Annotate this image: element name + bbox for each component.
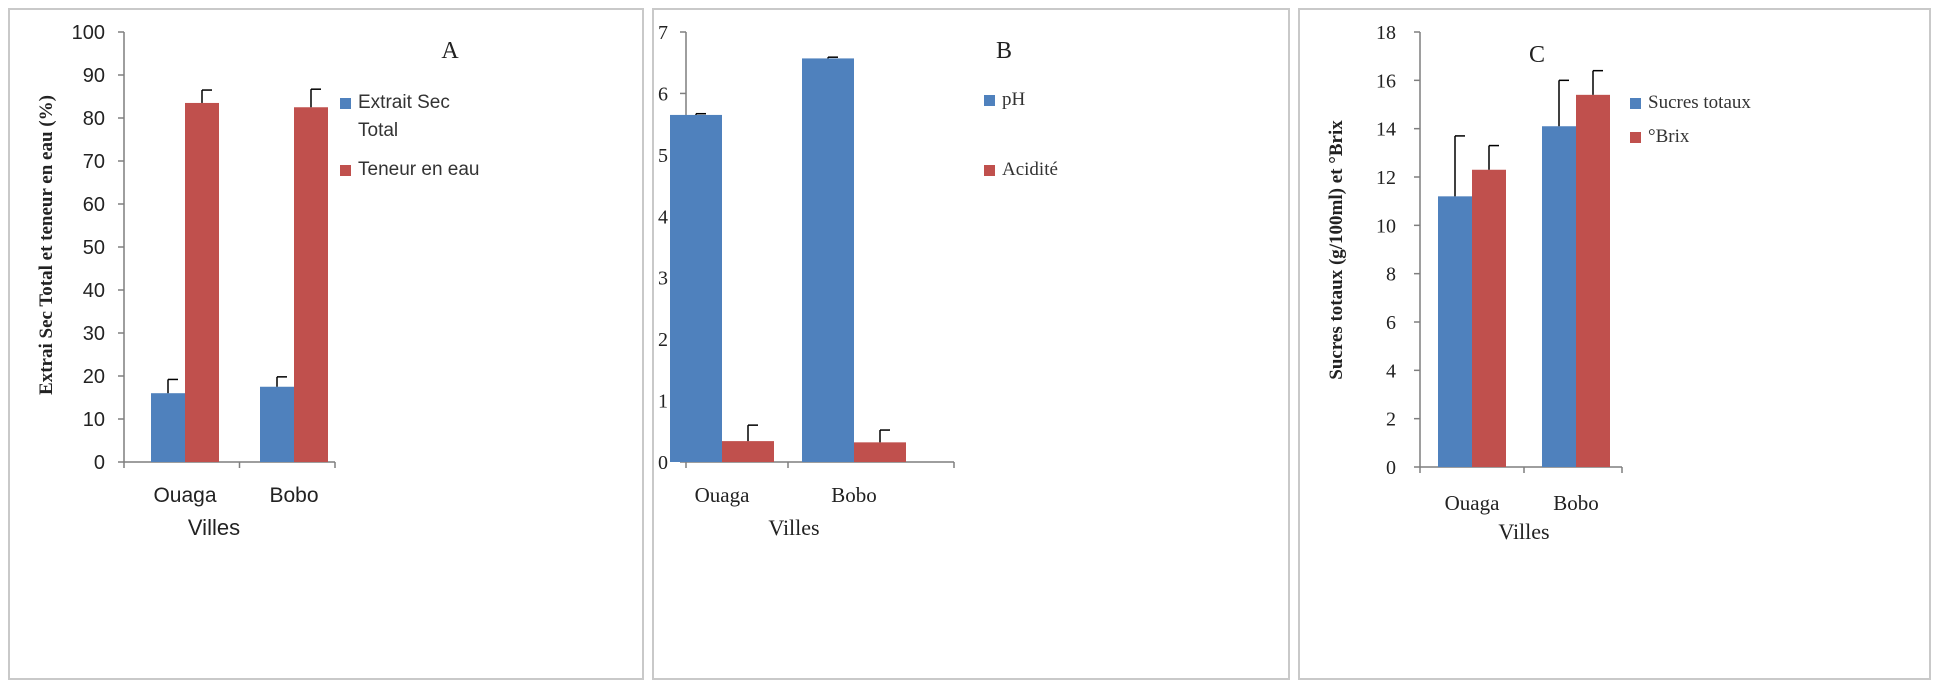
chart-panel-c: 0 2 4 6 8 10 12 14 16 18 Ouaga Bobo Villes Sucres tot…	[1298, 8, 1931, 680]
chart-svg: 0 10 20 30 40 50 60 70 80 90 100 Ouaga Bobo Villes Ext…	[36, 22, 480, 540]
x-category-label: Bobo	[1553, 491, 1599, 515]
bar-acidit--bobo	[854, 442, 906, 462]
x-category-label: Ouaga	[1445, 491, 1500, 515]
legend-swatch	[340, 165, 351, 176]
bar-sucres-totaux-bobo	[1542, 126, 1576, 467]
bar-acidit--ouaga	[722, 441, 774, 462]
panel-label: C	[1529, 42, 1545, 68]
chart-panel-b: 01234567OuagaBoboVillespH et acidité (%)…	[652, 8, 1290, 680]
bar-teneur-en-eau-ouaga	[185, 102, 219, 462]
y-tick-label: 2	[1386, 409, 1396, 431]
legend-label: Acidité	[1002, 159, 1058, 180]
bar-ph-bobo	[802, 58, 854, 463]
x-category-label: Ouaga	[695, 483, 750, 507]
x-category-label: Ouaga	[153, 484, 216, 507]
bar--brix-ouaga	[1472, 169, 1506, 467]
bar--brix-bobo	[1576, 94, 1610, 467]
y-tick-label: 4	[658, 206, 668, 228]
legend-swatch	[984, 165, 995, 176]
legend-label: Sucres totaux	[1648, 92, 1751, 113]
y-tick-label: 7	[658, 22, 668, 44]
chart-panel-a: 0 10 20 30 40 50 60 70 80 90 100 Ouaga Bobo Villes Ext…	[8, 8, 644, 680]
legend-swatch	[984, 95, 995, 106]
y-tick-label: 12	[1376, 167, 1396, 189]
y-tick-label: 18	[1376, 22, 1396, 44]
y-axis-label: Extrai Sec Total et teneur en eau (%)	[36, 95, 57, 395]
x-axis-label: Villes	[768, 515, 819, 540]
legend-swatch	[1630, 132, 1641, 143]
y-tick-label: 80	[83, 108, 105, 130]
y-tick-label: 30	[83, 323, 105, 345]
y-tick-label: 20	[83, 366, 105, 388]
legend-label: Teneur en eau	[358, 159, 480, 180]
y-tick-label: 40	[83, 280, 105, 302]
y-tick-label: 10	[1376, 215, 1396, 237]
y-tick-label: 2	[658, 329, 668, 351]
y-tick-label: 60	[83, 194, 105, 216]
x-axis-label: Villes	[188, 515, 240, 540]
x-axis-label: Villes	[1498, 519, 1549, 544]
legend-label: °Brix	[1648, 126, 1690, 147]
y-tick-label: 90	[83, 65, 105, 87]
y-tick-label: 0	[658, 452, 668, 474]
panel-label: A	[441, 38, 459, 64]
y-tick-label: 4	[1386, 360, 1396, 382]
y-tick-label: 6	[658, 83, 668, 105]
bar-teneur-en-eau-bobo	[294, 107, 328, 462]
legend-swatch	[1630, 98, 1641, 109]
bar-extrait-sec-total-bobo	[260, 386, 294, 462]
y-tick-label: 1	[658, 391, 668, 413]
x-category-label: Bobo	[269, 484, 318, 507]
y-tick-label: 8	[1386, 264, 1396, 286]
legend-label: pH	[1002, 89, 1026, 110]
bar-ph-ouaga	[670, 114, 722, 462]
y-tick-label: 100	[72, 22, 105, 44]
y-tick-label: 0	[1386, 457, 1396, 479]
y-axis-label: Sucres totaux (g/100ml) et °Brix	[1326, 120, 1347, 380]
x-category-label: Bobo	[831, 483, 877, 507]
chart-svg: 01234567OuagaBoboVillespH et acidité (%)…	[658, 22, 1058, 540]
y-tick-label: 0	[94, 452, 105, 474]
y-tick-label: 3	[658, 268, 668, 290]
y-tick-label: 50	[83, 237, 105, 259]
bar-extrait-sec-total-ouaga	[151, 393, 185, 462]
y-tick-label: 70	[83, 151, 105, 173]
legend-swatch	[340, 98, 351, 109]
panel-label: B	[996, 38, 1012, 64]
y-tick-label: 6	[1386, 312, 1396, 334]
y-tick-label: 10	[83, 409, 105, 431]
bar-sucres-totaux-ouaga	[1438, 196, 1472, 468]
legend-label: Extrait Sec Total	[358, 92, 450, 141]
y-tick-label: 14	[1376, 119, 1396, 141]
y-tick-label: 5	[658, 145, 668, 167]
y-tick-label: 16	[1376, 70, 1396, 92]
